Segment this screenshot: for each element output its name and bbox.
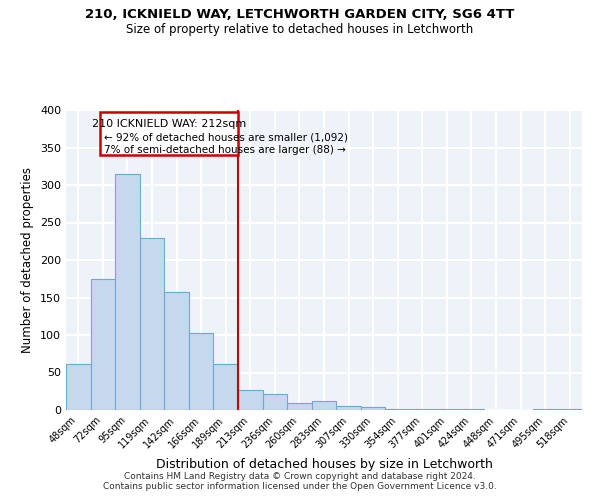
Text: ← 92% of detached houses are smaller (1,092): ← 92% of detached houses are smaller (1,… (104, 132, 348, 142)
Bar (189, 333, 214, 410)
Text: 210, ICKNIELD WAY, LETCHWORTH GARDEN CITY, SG6 4TT: 210, ICKNIELD WAY, LETCHWORTH GARDEN CIT… (85, 8, 515, 20)
Bar (557, 408, 582, 410)
Text: Size of property relative to detached houses in Letchworth: Size of property relative to detached ho… (127, 22, 473, 36)
Bar (66, 364, 91, 410)
Bar (533, 409, 557, 410)
Bar (287, 403, 312, 410)
Bar (459, 409, 484, 410)
Bar (410, 408, 434, 410)
Bar (385, 408, 410, 410)
Text: Contains HM Land Registry data © Crown copyright and database right 2024.: Contains HM Land Registry data © Crown c… (124, 472, 476, 481)
Bar (164, 292, 189, 410)
FancyBboxPatch shape (100, 112, 238, 155)
Y-axis label: Number of detached properties: Number of detached properties (22, 167, 34, 353)
Bar (263, 394, 287, 410)
Bar (312, 401, 336, 410)
Bar (336, 406, 361, 410)
Bar (115, 174, 140, 410)
Bar (140, 238, 164, 410)
X-axis label: Distribution of detached houses by size in Letchworth: Distribution of detached houses by size … (155, 458, 493, 471)
Text: 210 ICKNIELD WAY: 212sqm: 210 ICKNIELD WAY: 212sqm (92, 119, 247, 129)
Text: Contains public sector information licensed under the Open Government Licence v3: Contains public sector information licen… (103, 482, 497, 491)
Bar (434, 409, 459, 410)
Bar (91, 279, 115, 410)
Bar (214, 364, 238, 410)
Bar (361, 407, 385, 410)
Bar (238, 390, 263, 410)
Text: 7% of semi-detached houses are larger (88) →: 7% of semi-detached houses are larger (8… (104, 145, 346, 155)
